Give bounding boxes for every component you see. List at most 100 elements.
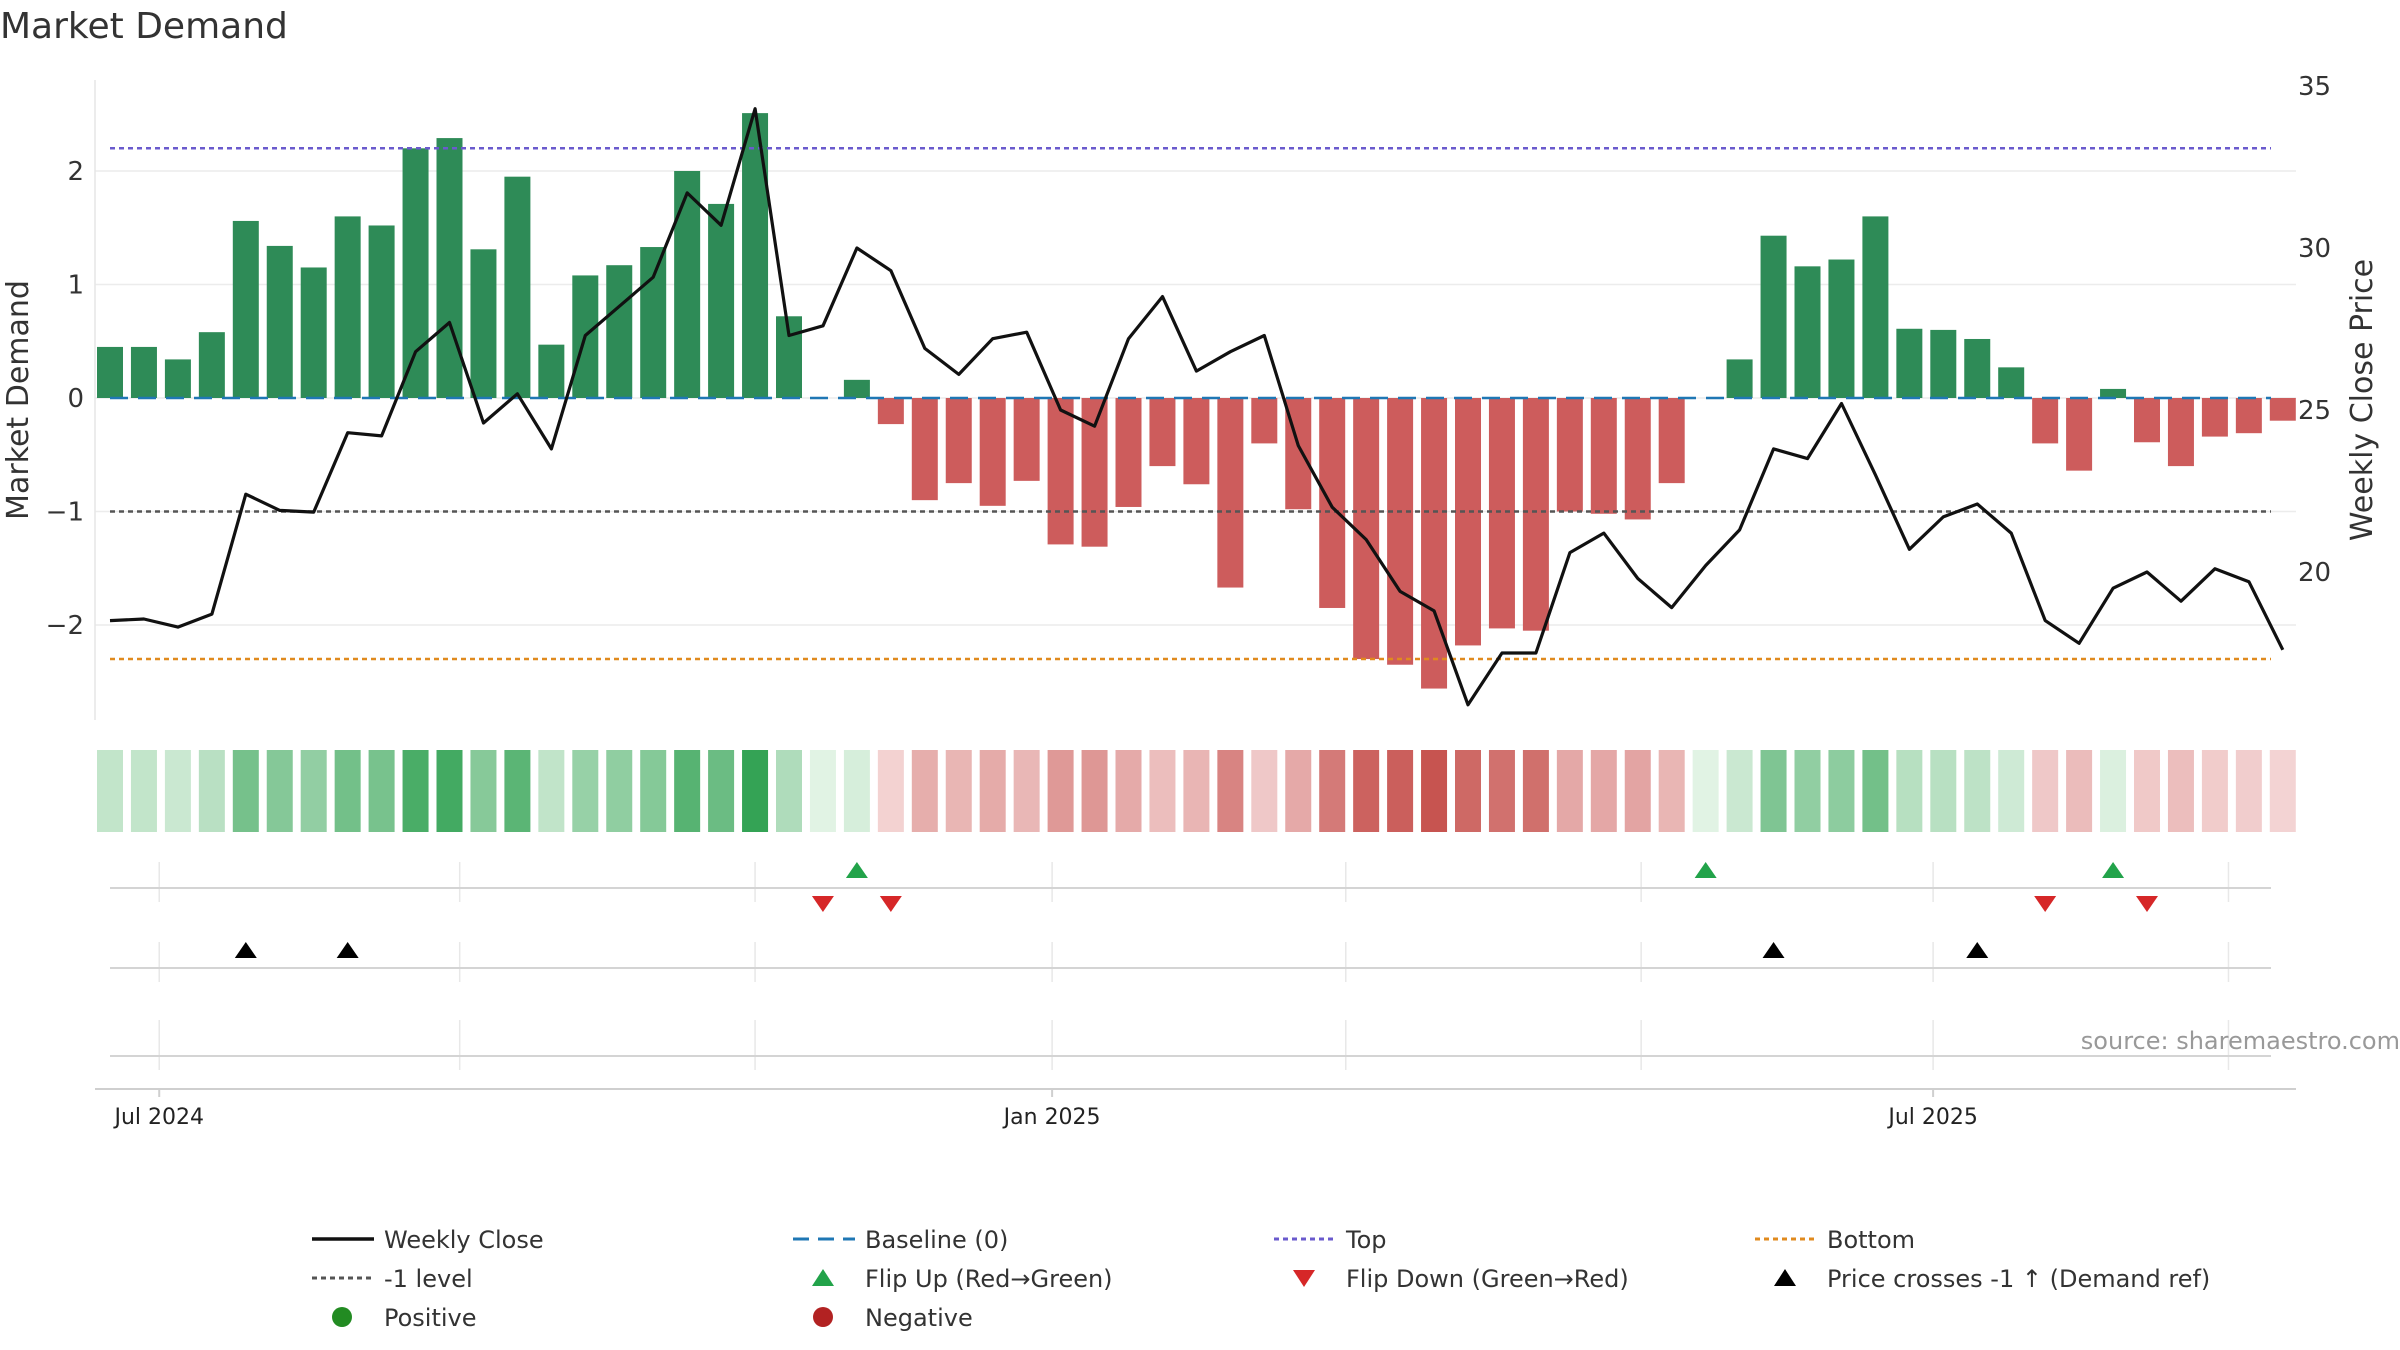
heat-cell xyxy=(708,750,735,832)
heat-cell xyxy=(1387,750,1414,832)
heat-cell xyxy=(1556,750,1583,832)
demand-bar xyxy=(742,113,769,399)
demand-bar xyxy=(606,265,633,398)
heat-cell xyxy=(640,750,667,832)
demand-bar xyxy=(1930,329,1957,398)
heat-cell xyxy=(1522,750,1549,832)
demand-bar xyxy=(1353,398,1380,660)
legend-label: Flip Up (Red→Green) xyxy=(865,1265,1113,1293)
y-tick-label: −2 xyxy=(46,611,84,641)
heat-cell xyxy=(1251,750,1278,832)
heat-cell xyxy=(1590,750,1617,832)
demand-bar xyxy=(1115,398,1142,507)
legend-label: Flip Down (Green→Red) xyxy=(1346,1265,1629,1293)
heat-cell xyxy=(606,750,633,832)
heat-cell xyxy=(843,750,870,832)
flip-up-marker xyxy=(1694,862,1717,878)
heat-cell xyxy=(979,750,1006,832)
legend-item: Flip Down (Green→Red) xyxy=(1293,1265,1629,1293)
flip-down-marker xyxy=(879,896,902,912)
x-tick-label: Jan 2025 xyxy=(1002,1105,1101,1130)
y-tick-label: 1 xyxy=(67,271,84,301)
demand-bar xyxy=(1488,398,1515,629)
demand-bar xyxy=(2167,398,2194,467)
heat-cell xyxy=(1183,750,1210,832)
heat-cell xyxy=(1488,750,1515,832)
legend-swatch-triangle-up-icon xyxy=(812,1269,834,1286)
demand-bar xyxy=(1556,398,1583,512)
demand-bar xyxy=(334,216,361,398)
demand-bar xyxy=(1047,398,1074,545)
heat-cell xyxy=(436,750,463,832)
heat-cell xyxy=(1455,750,1481,832)
heat-cell xyxy=(198,750,225,832)
legend-item: Top xyxy=(1274,1226,1387,1254)
heat-cell xyxy=(2100,750,2127,832)
demand-bar xyxy=(1794,266,1821,398)
demand-bar xyxy=(2269,398,2296,421)
heat-cell xyxy=(1149,750,1176,832)
heat-cell xyxy=(1013,750,1040,832)
demand-bar xyxy=(164,359,191,398)
y2-tick-label: 20 xyxy=(2298,558,2331,588)
heat-cell xyxy=(1285,750,1312,832)
heat-cell xyxy=(1828,750,1855,832)
demand-bar xyxy=(2100,388,2127,398)
demand-bar xyxy=(674,171,701,398)
legend-label: -1 level xyxy=(384,1265,473,1293)
demand-bar xyxy=(1455,398,1481,646)
demand-bars xyxy=(97,113,2296,689)
heat-cell xyxy=(1217,750,1244,832)
demand-bar xyxy=(368,225,395,398)
heat-cell xyxy=(1658,750,1685,832)
demand-bar xyxy=(2201,398,2228,437)
demand-bar xyxy=(436,138,463,398)
heat-cell xyxy=(742,750,769,832)
heat-cell xyxy=(1760,750,1787,832)
demand-heat-strip xyxy=(97,750,2296,832)
legend-swatch-dot-icon xyxy=(332,1307,352,1327)
demand-bar xyxy=(1217,398,1244,588)
legend: Weekly Close Baseline (0) Top Bottom -1 leve… xyxy=(312,1226,2210,1332)
heat-cell xyxy=(674,750,701,832)
demand-bar xyxy=(198,332,225,398)
x-axis: Jul 2024 Jan 2025 Jul 2025 xyxy=(95,1088,2296,1130)
heat-cell xyxy=(1964,750,1991,832)
heat-cell xyxy=(1115,750,1142,832)
demand-bar xyxy=(1421,398,1448,689)
demand-bar xyxy=(2032,398,2059,444)
demand-bar xyxy=(1387,398,1414,665)
heat-cell xyxy=(2066,750,2093,832)
heat-cell xyxy=(572,750,599,832)
demand-bar xyxy=(1896,328,1923,398)
demand-bar xyxy=(1624,398,1651,520)
legend-label: Price crosses -1 ↑ (Demand ref) xyxy=(1827,1265,2210,1293)
flip-down-marker xyxy=(2034,896,2057,912)
demand-bar xyxy=(979,398,1006,506)
heat-cell xyxy=(368,750,395,832)
demand-bar xyxy=(640,247,667,398)
legend-label: Negative xyxy=(865,1304,973,1332)
demand-bar xyxy=(1251,398,1278,444)
heat-cell xyxy=(130,750,157,832)
heat-cell xyxy=(1862,750,1889,832)
heat-cell xyxy=(164,750,191,832)
demand-bar xyxy=(1319,398,1346,608)
heat-cell xyxy=(1421,750,1448,832)
y2-axis-label: Weekly Close Price xyxy=(2345,259,2380,541)
demand-bar xyxy=(300,267,327,398)
heat-cell xyxy=(1692,750,1719,832)
demand-bar xyxy=(1828,259,1855,398)
y-axis-label: Market Demand xyxy=(1,280,36,520)
demand-bar xyxy=(945,398,972,484)
price-cross-marker xyxy=(1966,942,1989,958)
legend-label: Top xyxy=(1345,1226,1387,1254)
heat-cell xyxy=(2269,750,2296,832)
source-label: source: sharemaestro.com xyxy=(2081,1027,2400,1055)
heat-cell xyxy=(2235,750,2262,832)
demand-bar xyxy=(843,379,870,398)
y2-tick-label: 35 xyxy=(2298,72,2331,102)
heat-cell xyxy=(97,750,123,832)
y-tick-label: 0 xyxy=(67,384,84,414)
